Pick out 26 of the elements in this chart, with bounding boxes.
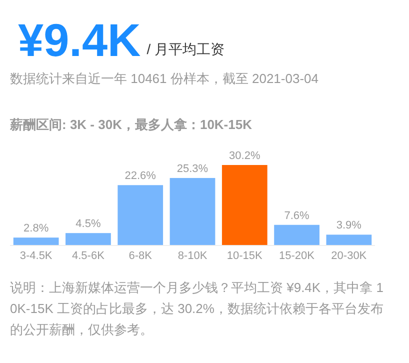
data-label: 25.3% — [176, 162, 208, 175]
data-label: 30.2% — [229, 150, 260, 162]
x-tick-label: 3-4.5K — [20, 250, 53, 262]
bar — [326, 234, 372, 245]
text: 数据统计来自近一年 10461 份样本，截至 2021-03-04 — [10, 71, 318, 86]
data-label: 3.9% — [336, 220, 362, 232]
data-label: 2.8% — [24, 222, 49, 235]
x-tick-label: 6-8K — [128, 250, 153, 262]
text: 薪酬区间: 3K - 30K，最多人拿：10K-15K — [9, 117, 253, 132]
x-tick-label: 10-15K — [226, 250, 264, 262]
data-label: 7.6% — [284, 210, 310, 222]
chart-title: ¥9.4K — [18, 14, 141, 66]
x-tick-label: 15-20K — [279, 250, 316, 262]
bar — [118, 185, 164, 245]
text: 说明：上海新媒体运营一个月多少钱？平均工资 ¥9.4K，其中拿 10K-15K 工资的占比最多，达 30.2%，数据统计依赖于各平台发布的公开薪酬，仅供参考。 — [10, 280, 384, 337]
x-tick-label: 20-30K — [331, 250, 368, 262]
x-tick-label: 4.5-6K — [72, 250, 106, 262]
bar — [66, 233, 111, 245]
chart-subtitle: / 月平均工资 — [146, 41, 225, 57]
data-label: 4.5% — [76, 218, 101, 230]
bar — [13, 238, 59, 245]
bar — [170, 178, 216, 245]
x-tick-label: 8-10K — [178, 250, 208, 262]
bar — [222, 165, 268, 245]
bar — [274, 224, 320, 245]
data-label: 22.6% — [124, 170, 156, 182]
